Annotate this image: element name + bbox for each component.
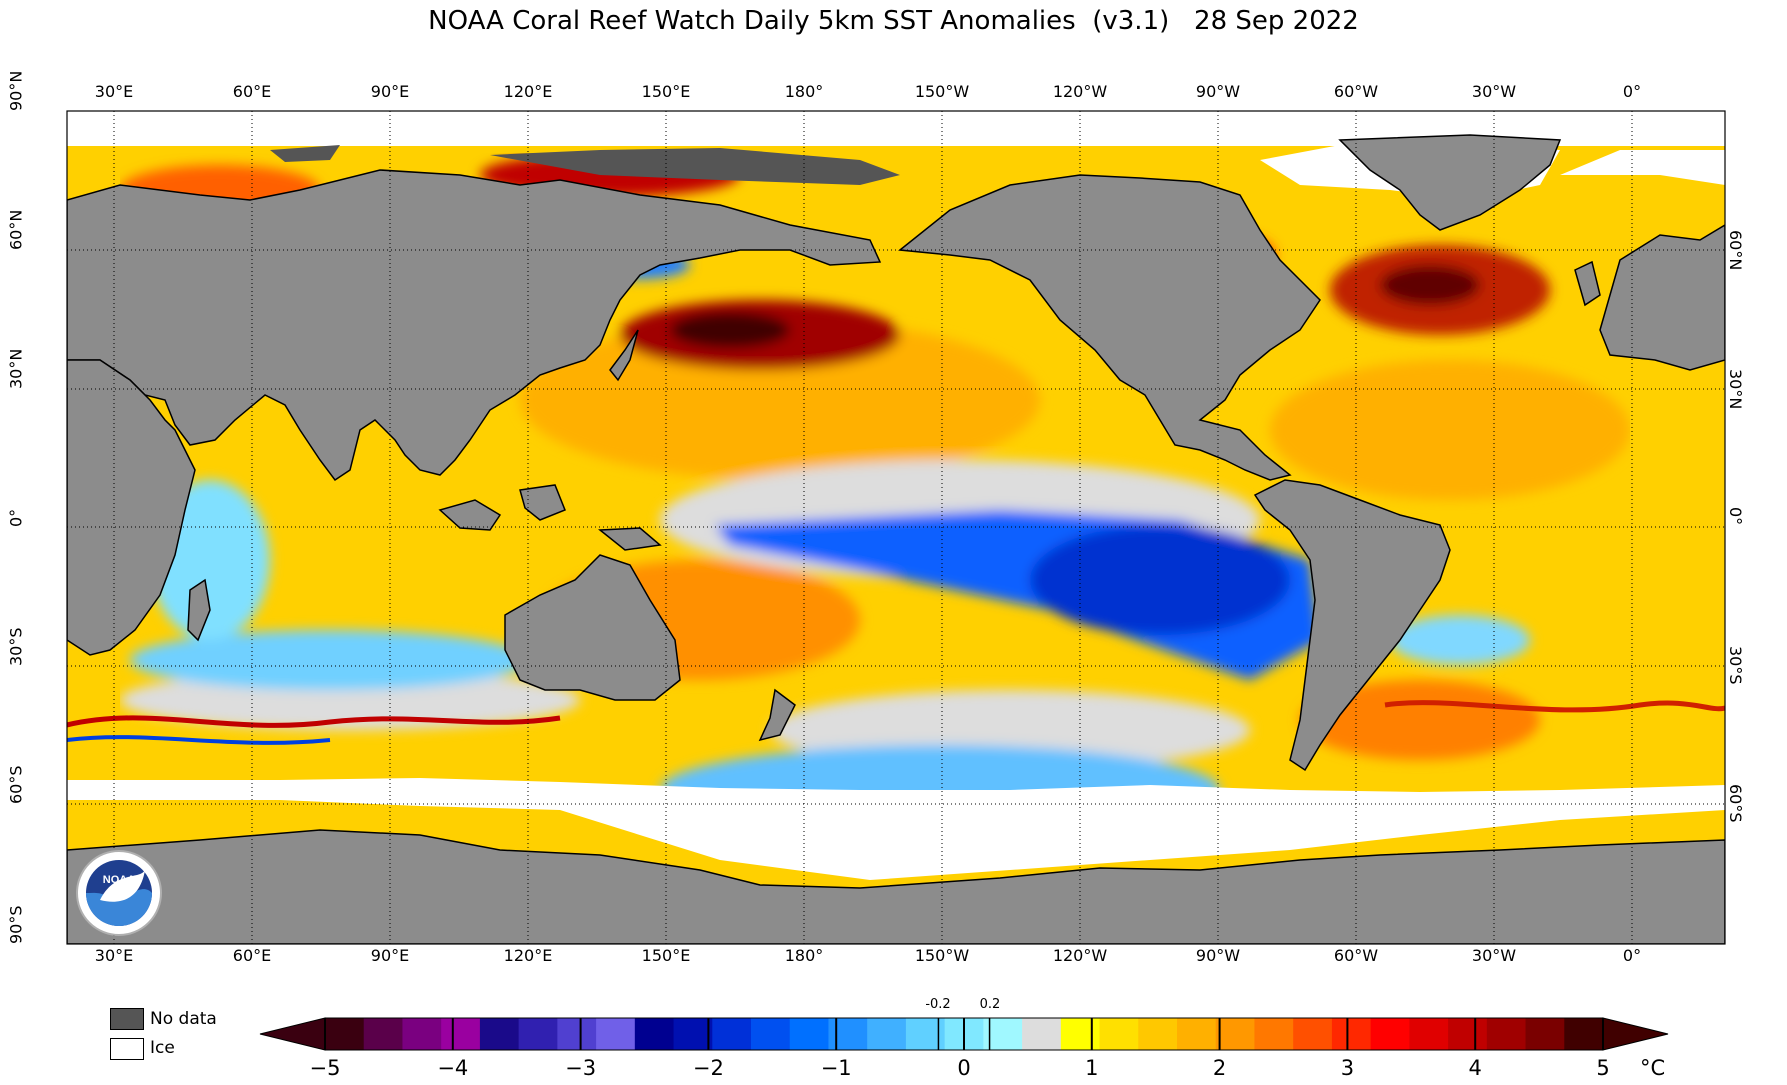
lon-label-top: 30°W bbox=[1471, 82, 1517, 101]
lon-label-bottom: 30°W bbox=[1471, 946, 1517, 965]
colorbar-tick-label: 1 bbox=[1085, 1056, 1099, 1080]
colorbar-small-label-neg: -0.2 bbox=[925, 997, 951, 1012]
lat-label-right: 60°N bbox=[1726, 230, 1745, 271]
lon-label-bottom: 90°W bbox=[1195, 946, 1241, 965]
lat-label-left: 30°N bbox=[6, 348, 26, 389]
colorbar-tick-label: −5 bbox=[309, 1056, 341, 1080]
colorbar-tick-label: −3 bbox=[565, 1056, 597, 1080]
lat-label-left: 60°N bbox=[6, 209, 26, 250]
lon-label-top: 90°W bbox=[1195, 82, 1241, 101]
lon-label-bottom: 120°W bbox=[1052, 946, 1108, 965]
map-frame bbox=[66, 110, 1726, 945]
lon-label-bottom: 60°E bbox=[232, 946, 272, 965]
lat-label-left: 30°S bbox=[6, 627, 26, 666]
lon-label-bottom: 150°W bbox=[914, 946, 970, 965]
colorbar-tick-label: 0 bbox=[957, 1056, 971, 1080]
lat-label-left: 90°S bbox=[6, 905, 26, 944]
colorbar-tick-label: −2 bbox=[692, 1056, 724, 1080]
lat-label-left: 60°S bbox=[6, 765, 26, 804]
lat-label-left: 0° bbox=[6, 508, 26, 527]
lat-label-right: 0° bbox=[1726, 507, 1745, 526]
lon-label-top: 60°E bbox=[232, 82, 272, 101]
lon-label-bottom: 30°E bbox=[94, 946, 134, 965]
colorbar-tick-label: 3 bbox=[1340, 1056, 1355, 1080]
lon-label-bottom: 0° bbox=[1622, 946, 1642, 965]
ice-swatch bbox=[110, 1038, 144, 1060]
graticule bbox=[67, 111, 1725, 944]
land bbox=[67, 134, 1725, 944]
colorbar-tick-label: 4 bbox=[1468, 1056, 1482, 1080]
anomaly-field bbox=[120, 153, 1630, 835]
lat-label-right: 30°S bbox=[1726, 646, 1745, 685]
southern-ocean-streaks bbox=[67, 700, 1725, 745]
lon-label-bottom: 120°E bbox=[503, 946, 553, 965]
lon-label-top: 150°W bbox=[914, 82, 970, 101]
lat-label-left: 90°N bbox=[6, 70, 26, 111]
lon-label-top: 30°E bbox=[94, 82, 134, 101]
lon-label-bottom: 90°E bbox=[370, 946, 410, 965]
lon-label-top: 120°W bbox=[1052, 82, 1108, 101]
lon-label-top: 60°W bbox=[1333, 82, 1379, 101]
lat-label-right: 30°N bbox=[1726, 369, 1745, 410]
colorbar-tick-label: 2 bbox=[1212, 1056, 1227, 1080]
colorbar-unit: °C bbox=[1640, 1056, 1666, 1080]
lon-label-top: 120°E bbox=[503, 82, 553, 101]
lon-label-top: 0° bbox=[1622, 82, 1642, 101]
colorbar-tick-label: −1 bbox=[820, 1056, 852, 1080]
lon-label-bottom: 180° bbox=[784, 946, 824, 965]
chart-title: NOAA Coral Reef Watch Daily 5km SST Anom… bbox=[428, 6, 1359, 36]
colorbar-tick-label: −4 bbox=[437, 1056, 469, 1080]
svg-text:NOAA: NOAA bbox=[103, 874, 135, 886]
no-data-swatch bbox=[110, 1008, 144, 1030]
colorbar-small-label-pos: 0.2 bbox=[979, 997, 1001, 1012]
map-plot-area bbox=[67, 111, 1725, 944]
lon-label-top: 150°E bbox=[641, 82, 691, 101]
colorbar-tick-label: 5 bbox=[1596, 1056, 1610, 1080]
noaa-logo: NOAA bbox=[76, 850, 162, 936]
lon-label-top: 90°E bbox=[370, 82, 410, 101]
lon-label-bottom: 60°W bbox=[1333, 946, 1379, 965]
lon-label-top: 180° bbox=[784, 82, 824, 101]
lon-label-bottom: 150°E bbox=[641, 946, 691, 965]
no-data-label: No data bbox=[150, 1009, 217, 1029]
lat-label-right: 60°S bbox=[1726, 784, 1745, 823]
ice-label: Ice bbox=[150, 1038, 175, 1058]
